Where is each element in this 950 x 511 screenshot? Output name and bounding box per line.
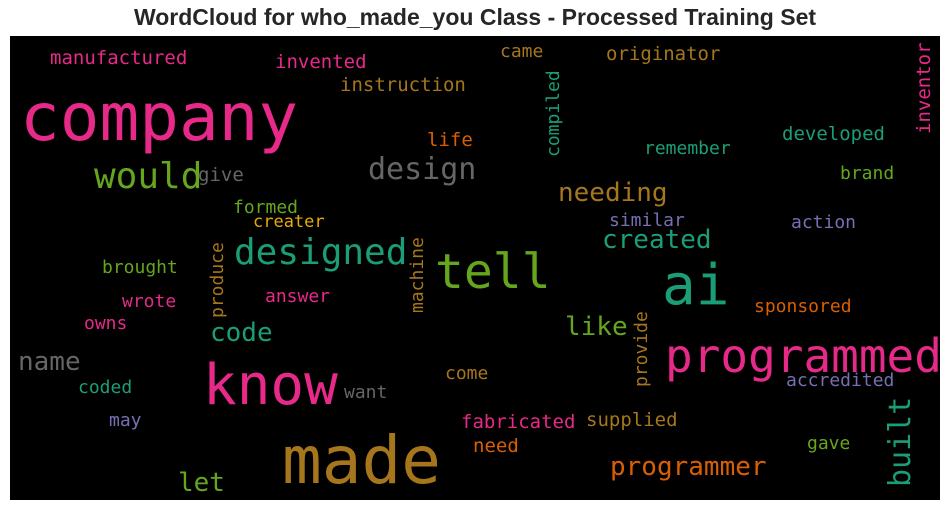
word-gave: gave [807,433,850,454]
word-come: come [445,363,488,384]
word-life: life [427,129,473,151]
word-name: name [18,347,81,377]
word-remember: remember [644,138,731,159]
word-inventor: inventor [913,42,935,134]
word-originator: originator [606,43,720,65]
word-may: may [109,410,142,431]
chart-title: WordCloud for who_made_you Class - Proce… [133,4,817,30]
word-programmed: programmed [665,329,940,383]
word-invented: invented [275,51,367,73]
word-company: company [20,79,298,156]
word-ai: ai [662,253,729,318]
word-designed: designed [234,232,407,273]
word-give: give [198,164,244,186]
word-need: need [473,435,519,457]
word-coded: coded [78,377,132,398]
word-supplied: supplied [586,409,678,431]
word-design: design [368,152,476,187]
word-provide: provide [631,311,652,387]
word-owns: owns [84,313,127,334]
word-answer: answer [265,286,330,307]
word-like: like [565,312,628,342]
word-accredited: accredited [786,370,894,391]
word-wrote: wrote [122,291,176,312]
word-brought: brought [102,257,178,278]
wordcloud-canvas: made company know programmed ai tell designed w… [10,36,940,500]
word-know: know [203,353,338,418]
word-creater: creater [253,212,325,232]
word-programmer: programmer [610,452,767,482]
word-produce: produce [207,242,228,318]
word-instruction: instruction [340,74,466,96]
wordcloud-background [10,36,940,500]
word-came: came [500,41,543,62]
word-needing: needing [558,178,668,208]
word-want: want [344,382,387,403]
word-made: made [282,422,441,499]
word-would: would [94,156,202,197]
word-machine: machine [407,237,428,313]
word-developed: developed [782,123,885,145]
word-created: created [602,225,712,255]
word-code: code [210,318,273,348]
word-similar: similar [609,210,685,231]
word-built: built [883,397,918,487]
word-action: action [791,212,856,233]
word-let: let [178,468,225,498]
word-sponsored: sponsored [754,296,852,317]
word-formed: formed [233,197,298,218]
word-brand: brand [840,163,894,184]
word-tell: tell [435,244,551,300]
word-manufactured: manufactured [50,47,187,69]
word-compiled: compiled [543,70,564,157]
word-fabricated: fabricated [461,411,575,433]
